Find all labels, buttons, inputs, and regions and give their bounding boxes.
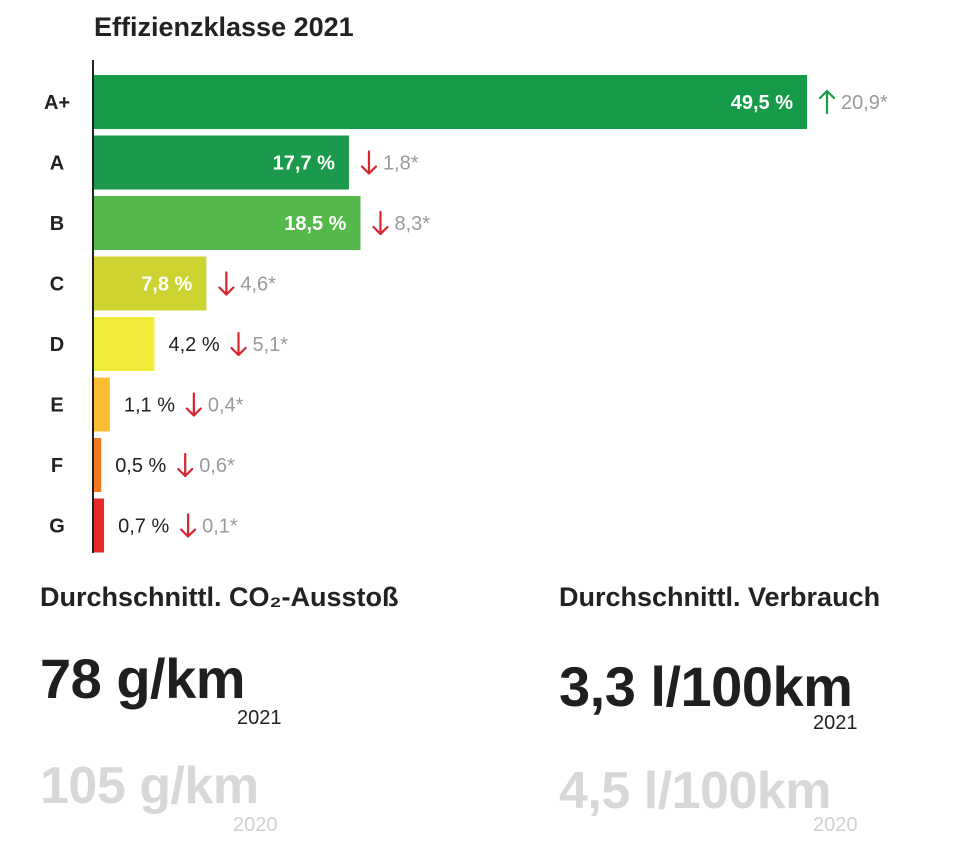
bar xyxy=(94,256,207,311)
arrow-down-icon xyxy=(179,513,197,538)
bar-value-label: 1,1 % xyxy=(124,395,175,417)
co2-previous-value: 105 g/km xyxy=(40,757,259,815)
category-label: C xyxy=(50,274,64,296)
consumption-heading: Durchschnittl. Verbrauch xyxy=(559,582,881,612)
category-label: B xyxy=(50,213,64,235)
bar-value-label: 0,5 % xyxy=(115,455,166,477)
bar-value-label: 18,5 % xyxy=(284,213,346,235)
bar-value-label: 7,8 % xyxy=(141,274,192,296)
arrow-down-icon xyxy=(185,392,202,417)
bar xyxy=(94,377,110,432)
co2-previous-year: 2020 xyxy=(233,814,278,836)
change-label: 0,4* xyxy=(208,395,244,417)
arrow-up-icon xyxy=(818,89,836,115)
bar xyxy=(94,438,102,492)
bar xyxy=(94,135,349,190)
arrow-down-icon xyxy=(360,150,378,175)
change-label: 1,8* xyxy=(383,153,419,175)
consumption-previous-year: 2020 xyxy=(813,814,858,836)
bar xyxy=(94,498,105,553)
bar xyxy=(94,196,361,250)
change-label: 5,1* xyxy=(252,334,288,356)
category-label: F xyxy=(51,455,63,477)
arrow-down-icon xyxy=(230,331,247,357)
change-label: 20,9* xyxy=(841,92,888,114)
bar xyxy=(94,75,807,129)
arrow-down-icon xyxy=(177,452,194,478)
category-label: A+ xyxy=(44,92,70,114)
category-label: D xyxy=(50,334,64,356)
arrow-down-icon xyxy=(372,210,389,236)
efficiency-bar-chart: A+ 49,5 % 20,9* A 17,7 % 1,8* B 18,5 % 8,3* C 7,8 … xyxy=(44,60,888,553)
bar-value-label: 0,7 % xyxy=(118,516,169,538)
change-label: 0,6* xyxy=(199,455,235,477)
co2-current-value: 78 g/km xyxy=(40,647,246,710)
bar-value-label: 4,2 % xyxy=(168,334,219,356)
chart-title: Effizienzklasse 2021 xyxy=(94,12,354,42)
category-label: E xyxy=(50,395,63,417)
consumption-current-value: 3,3 l/100km xyxy=(559,655,853,718)
change-label: 8,3* xyxy=(394,213,430,235)
bar-value-label: 17,7 % xyxy=(273,153,335,175)
bar-value-label: 49,5 % xyxy=(731,92,793,114)
consumption-current-year: 2021 xyxy=(813,712,858,734)
change-label: 0,1* xyxy=(202,516,238,538)
category-label: A xyxy=(50,153,64,175)
co2-current-year: 2021 xyxy=(237,707,282,729)
change-label: 4,6* xyxy=(240,274,276,296)
arrow-down-icon xyxy=(218,271,235,296)
bar xyxy=(94,317,155,371)
co2-heading: Durchschnittl. CO₂-Ausstoß xyxy=(40,582,399,612)
category-label: G xyxy=(49,516,65,538)
consumption-previous-value: 4,5 l/100km xyxy=(559,762,832,820)
